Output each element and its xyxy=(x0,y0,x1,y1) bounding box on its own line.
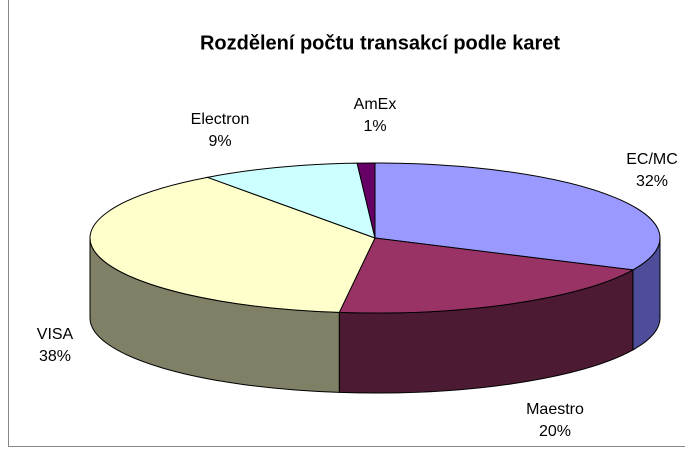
pie-slice xyxy=(338,237,635,314)
value-label: 20% xyxy=(539,423,571,440)
value-label: 1% xyxy=(363,118,386,135)
slice-label: Maestro xyxy=(526,401,584,418)
slice-label: VISA xyxy=(37,326,74,343)
value-label: 32% xyxy=(636,173,668,190)
slice-label: AmEx xyxy=(354,96,397,113)
value-label: 38% xyxy=(39,348,71,365)
value-label: 9% xyxy=(208,133,231,150)
pie-slice xyxy=(374,162,661,271)
slice-label: EC/MC xyxy=(626,151,678,168)
pie-slice xyxy=(356,162,376,239)
pie-slice xyxy=(205,162,376,239)
chart-title: Rozdělení počtu transakcí podle karet xyxy=(200,32,560,54)
pie-slice xyxy=(89,176,376,313)
slice-label: Electron xyxy=(191,111,250,128)
